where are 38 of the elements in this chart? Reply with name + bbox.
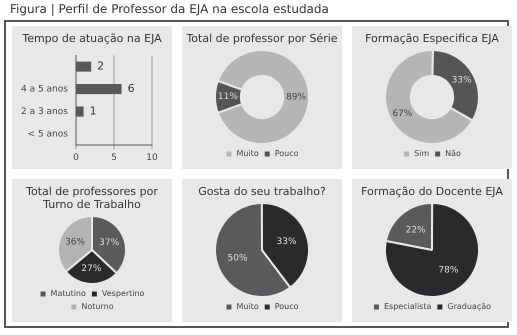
legend-label: Noturno xyxy=(81,302,114,312)
x-tick-label: 0 xyxy=(73,152,80,163)
legend-label: Muito xyxy=(236,302,259,312)
data-label: 27% xyxy=(81,264,102,274)
y-tick-label: 4 a 5 anos xyxy=(20,84,68,94)
data-label: 78% xyxy=(438,265,459,276)
chart-title: Formação Especifica EJA xyxy=(364,31,500,47)
data-label: 33% xyxy=(276,237,297,248)
legend-label: Matutino xyxy=(50,289,86,298)
data-label: 1 xyxy=(90,104,97,118)
y-tick-label: 2 a 3 anos xyxy=(20,106,68,117)
legend-label: Não xyxy=(445,149,462,158)
legend-label: Pouco xyxy=(274,302,299,312)
legend-label: Especialista xyxy=(384,302,432,312)
data-label: 50% xyxy=(227,254,248,264)
data-label: 37% xyxy=(99,238,120,248)
chart-title: Formação do Docente EJA xyxy=(360,184,504,200)
data-label: 89% xyxy=(286,92,307,102)
legend-label: Vespertino xyxy=(102,289,145,298)
x-tick-label: 10 xyxy=(146,152,158,163)
legend-label: Muito xyxy=(236,149,259,158)
x-tick-label: 5 xyxy=(111,152,117,163)
data-label: 22% xyxy=(406,225,426,236)
data-label: 67% xyxy=(392,109,413,120)
data-label: 11% xyxy=(218,92,238,102)
data-label: 2 xyxy=(97,59,104,72)
legend-label: Graduação xyxy=(447,302,492,312)
data-label: 6 xyxy=(128,82,135,95)
text: Figura | Perfil de Professor da EJA na escola estudada xyxy=(9,1,330,18)
data-label: 33% xyxy=(452,76,472,86)
chart-title: Gosta do seu trabalho? xyxy=(197,184,327,200)
data-label: 36% xyxy=(65,237,86,248)
legend-label: Pouco xyxy=(274,149,299,158)
chart-title: Total de professor por Série xyxy=(185,31,339,47)
legend-label: Sim xyxy=(414,149,430,158)
y-tick-label: < 5 anos xyxy=(28,129,68,140)
chart-title: Total de professores por Turno de Trabalho xyxy=(25,184,159,213)
chart-title: Tempo de atuação na EJA xyxy=(21,31,163,47)
